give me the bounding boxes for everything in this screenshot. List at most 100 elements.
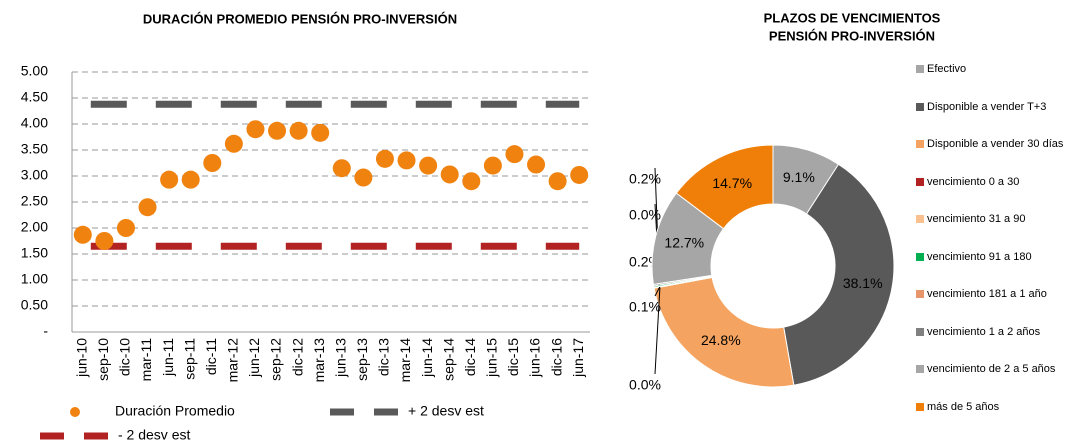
legend-swatch xyxy=(916,365,924,373)
y-tick-label: - xyxy=(43,323,48,339)
data-label: 0.0% xyxy=(629,377,661,393)
legend-item: Efectivo xyxy=(916,62,1066,100)
legend-label: vencimiento 1 a 2 años xyxy=(927,325,1041,338)
legend-label: Disponible a vender T+3 xyxy=(927,100,1047,113)
legend-label: más de 5 años xyxy=(927,400,1000,413)
dot xyxy=(505,145,524,164)
legend-swatch xyxy=(916,65,924,73)
legend-marker xyxy=(70,407,80,417)
slice xyxy=(653,276,795,388)
y-tick-label: 3.50 xyxy=(21,141,48,157)
data-label: 0.0% xyxy=(629,207,661,223)
x-tick-label: sep-10 xyxy=(95,338,111,381)
chart-title: PLAZOS DE VENCIMIENTOS xyxy=(764,10,941,25)
legend-swatch xyxy=(916,252,924,261)
data-label: 14.7% xyxy=(712,175,752,191)
legend-label: Disponible a vender 30 días xyxy=(927,138,1064,150)
dot xyxy=(311,123,330,142)
legend-swatch xyxy=(916,290,924,298)
legend-label: vencimiento 31 a 90 xyxy=(927,213,1026,225)
x-tick-label: sep-14 xyxy=(440,338,456,381)
x-tick-label: dic-11 xyxy=(203,338,219,375)
x-tick-label: jun-12 xyxy=(246,338,262,378)
dot xyxy=(419,156,438,175)
x-tick-label: jun-11 xyxy=(160,338,176,377)
x-tick-label: sep-13 xyxy=(354,338,370,381)
dot xyxy=(268,121,287,140)
x-tick-label: jun-10 xyxy=(73,338,89,378)
data-label: 0.1% xyxy=(629,299,661,315)
dot xyxy=(224,134,243,153)
legend-item: más de 5 años xyxy=(916,400,1066,438)
dot xyxy=(160,170,179,189)
dot xyxy=(548,172,567,191)
legend-swatch xyxy=(916,102,924,111)
dot xyxy=(116,219,135,237)
dot xyxy=(332,159,351,178)
slice xyxy=(675,144,774,230)
x-tick-label: sep-11 xyxy=(181,338,197,380)
y-tick-label: 3.00 xyxy=(21,167,48,183)
y-tick-label: 2.00 xyxy=(21,219,48,235)
x-tick-label: dic-15 xyxy=(505,338,521,376)
data-label: 12.7% xyxy=(664,234,704,250)
x-tick-label: dic-12 xyxy=(289,338,305,376)
legend-item: vencimiento de 2 a 5 años xyxy=(916,362,1066,400)
legend-label: vencimiento de 2 a 5 años xyxy=(927,363,1056,375)
dot xyxy=(483,156,502,175)
y-tick-label: 0.50 xyxy=(21,297,48,313)
dot xyxy=(181,170,200,189)
legend-label: Efectivo xyxy=(927,63,967,75)
slice xyxy=(783,163,895,386)
x-tick-label: jun-13 xyxy=(332,338,348,378)
legend-item: Disponible a vender T+3 xyxy=(916,100,1066,138)
x-tick-label: mar-12 xyxy=(225,338,241,383)
x-tick-label: dic-13 xyxy=(376,338,392,376)
legend-item: vencimiento 181 a 1 año xyxy=(916,287,1066,325)
legend-swatch xyxy=(916,327,924,336)
data-label: 24.8% xyxy=(701,332,741,348)
data-label: 38.1% xyxy=(843,275,883,291)
legend-swatch xyxy=(916,402,924,411)
dot xyxy=(397,151,416,170)
chart-title: PENSIÓN PRO-INVERSIÓN xyxy=(769,28,935,43)
dot xyxy=(570,165,589,184)
legend-label: + 2 desv est xyxy=(408,403,484,419)
x-tick-label: jun-16 xyxy=(527,338,543,378)
y-tick-label: 4.00 xyxy=(21,115,48,131)
legend-swatch xyxy=(916,177,924,186)
legend-item: vencimiento 31 a 90 xyxy=(916,212,1066,250)
legend-item: vencimiento 0 a 30 xyxy=(916,175,1066,213)
leader-line xyxy=(654,287,661,375)
y-tick-label: 4.50 xyxy=(21,89,48,105)
x-tick-label: jun-17 xyxy=(570,338,586,378)
legend-label: vencimiento 181 a 1 año xyxy=(927,288,1047,300)
legend-label: vencimiento 0 a 30 xyxy=(927,175,1020,188)
y-tick-label: 1.50 xyxy=(21,245,48,261)
dot xyxy=(289,121,308,140)
leader-line xyxy=(654,286,661,297)
dot xyxy=(462,172,481,191)
legend: Efectivo Disponible a vender T+3 Disponibl… xyxy=(916,62,1066,437)
legend-item: vencimiento 1 a 2 años xyxy=(916,325,1066,363)
x-tick-label: jun-15 xyxy=(484,338,500,378)
dot xyxy=(246,120,265,139)
y-tick-label: 1.00 xyxy=(21,271,48,287)
x-tick-label: mar-14 xyxy=(397,338,413,383)
legend-item: Disponible a vender 30 días xyxy=(916,137,1066,175)
x-tick-label: sep-12 xyxy=(268,338,284,381)
legend-label: - 2 desv est xyxy=(118,427,190,443)
dot xyxy=(354,168,373,187)
x-tick-label: dic-14 xyxy=(462,338,478,376)
dot xyxy=(527,155,546,174)
legend-label: Duración Promedio xyxy=(115,403,235,419)
y-tick-label: 5.00 xyxy=(21,63,48,79)
chart-title: DURACIÓN PROMEDIO PENSIÓN PRO-INVERSIÓN xyxy=(143,11,457,26)
legend-swatch xyxy=(916,140,924,148)
legend-item: vencimiento 91 a 180 xyxy=(916,250,1066,288)
dot xyxy=(95,232,114,250)
x-tick-label: mar-13 xyxy=(311,338,327,383)
dot xyxy=(375,149,394,168)
